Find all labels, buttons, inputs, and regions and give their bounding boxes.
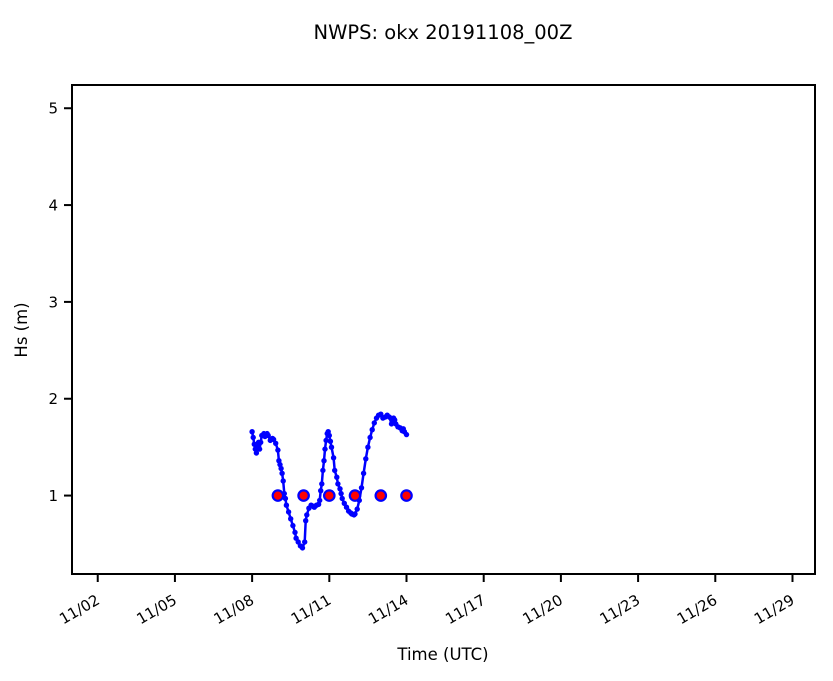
forecast-point-marker bbox=[303, 518, 309, 524]
forecast-point-marker bbox=[290, 522, 296, 529]
forecast-point-marker bbox=[285, 509, 292, 515]
forecast-point-marker bbox=[275, 447, 281, 453]
forecast-point-marker bbox=[363, 456, 369, 462]
forecast-point-marker bbox=[318, 488, 324, 494]
forecast-point-marker bbox=[365, 444, 371, 450]
forecast-point-marker bbox=[279, 470, 285, 476]
y-tick-label: 4 bbox=[48, 197, 58, 215]
y-tick-label: 5 bbox=[48, 100, 58, 118]
daily-hs-dot bbox=[322, 489, 336, 502]
forecast-point-marker bbox=[256, 446, 263, 452]
forecast-series bbox=[249, 411, 410, 551]
forecast-point-marker bbox=[332, 467, 338, 474]
forecast-point-marker bbox=[250, 434, 256, 441]
forecast-point-marker bbox=[326, 432, 332, 439]
forecast-point-marker bbox=[299, 545, 306, 551]
forecast-point-marker bbox=[265, 432, 271, 439]
forecast-point-marker bbox=[327, 438, 334, 444]
daily-hs-dot bbox=[400, 489, 413, 502]
forecast-point-marker bbox=[330, 455, 337, 461]
forecast-point-marker bbox=[283, 502, 290, 508]
x-tick-label: 11/26 bbox=[674, 591, 720, 628]
y-tick-label: 3 bbox=[48, 293, 58, 311]
forecast-point-marker bbox=[322, 446, 328, 452]
x-axis-ticks: 11/02 11/05 11/08 11/11 11/14 11/17 11/20 11/23… bbox=[56, 574, 797, 628]
forecast-point-marker bbox=[352, 511, 358, 517]
x-tick-label: 11/20 bbox=[519, 591, 565, 628]
forecast-point-marker bbox=[338, 490, 344, 497]
forecast-point-marker bbox=[335, 481, 341, 487]
forecast-point-marker bbox=[334, 474, 340, 480]
x-tick-label: 11/17 bbox=[442, 591, 488, 628]
daily-hs-dot bbox=[271, 489, 285, 502]
x-tick-label: 11/29 bbox=[751, 591, 797, 628]
x-tick-label: 11/05 bbox=[133, 591, 179, 628]
forecast-point-marker bbox=[354, 506, 360, 512]
plot-area bbox=[72, 85, 815, 574]
axes-spines bbox=[71, 84, 816, 575]
forecast-point-marker bbox=[278, 465, 284, 472]
forecast-point-marker bbox=[288, 516, 294, 522]
forecast-point-marker bbox=[273, 440, 279, 446]
x-tick-label: 11/11 bbox=[288, 591, 334, 628]
x-axis-label: Time (UTC) bbox=[396, 645, 488, 664]
forecast-point-marker bbox=[292, 529, 298, 536]
y-tick-label: 1 bbox=[48, 487, 58, 505]
chart-title: NWPS: okx 20191108_00Z bbox=[314, 21, 573, 44]
x-tick-label: 11/23 bbox=[597, 591, 643, 628]
daily-hs-dot bbox=[374, 489, 388, 502]
y-tick-label: 2 bbox=[48, 390, 58, 408]
forecast-point-marker bbox=[258, 439, 264, 445]
forecast-point-marker bbox=[371, 420, 377, 426]
forecast-point-marker bbox=[319, 481, 325, 487]
y-axis-label: Hs (m) bbox=[12, 302, 31, 357]
forecast-point-marker bbox=[360, 470, 367, 476]
forecast-point-marker bbox=[249, 429, 255, 435]
forecast-point-marker bbox=[337, 486, 343, 492]
forecast-point-marker bbox=[358, 485, 365, 491]
daily-hs-dot bbox=[348, 489, 362, 502]
forecast-point-marker bbox=[304, 512, 310, 518]
x-tick-label: 11/02 bbox=[56, 591, 102, 628]
daily-hs-dot bbox=[297, 489, 310, 502]
forecast-point-marker bbox=[253, 450, 260, 456]
forecast-point-marker bbox=[302, 539, 308, 545]
forecast-point-marker bbox=[386, 414, 393, 420]
forecast-point-marker bbox=[321, 458, 327, 464]
forecast-point-marker bbox=[282, 495, 289, 502]
forecast-point-marker bbox=[317, 497, 323, 504]
daily-markers bbox=[271, 489, 413, 502]
forecast-point-marker bbox=[328, 444, 335, 450]
y-axis-ticks: 1 2 3 4 5 bbox=[48, 100, 72, 505]
forecast-point-marker bbox=[323, 437, 329, 444]
x-tick-label: 11/14 bbox=[365, 591, 411, 628]
forecast-point-marker bbox=[339, 495, 345, 502]
forecast-point-marker bbox=[280, 478, 286, 484]
forecast-point-marker bbox=[369, 427, 375, 433]
x-tick-label: 11/08 bbox=[211, 591, 257, 628]
forecast-point-marker bbox=[367, 434, 373, 441]
forecast-point-marker bbox=[320, 467, 326, 474]
forecast-point-marker bbox=[403, 431, 410, 438]
